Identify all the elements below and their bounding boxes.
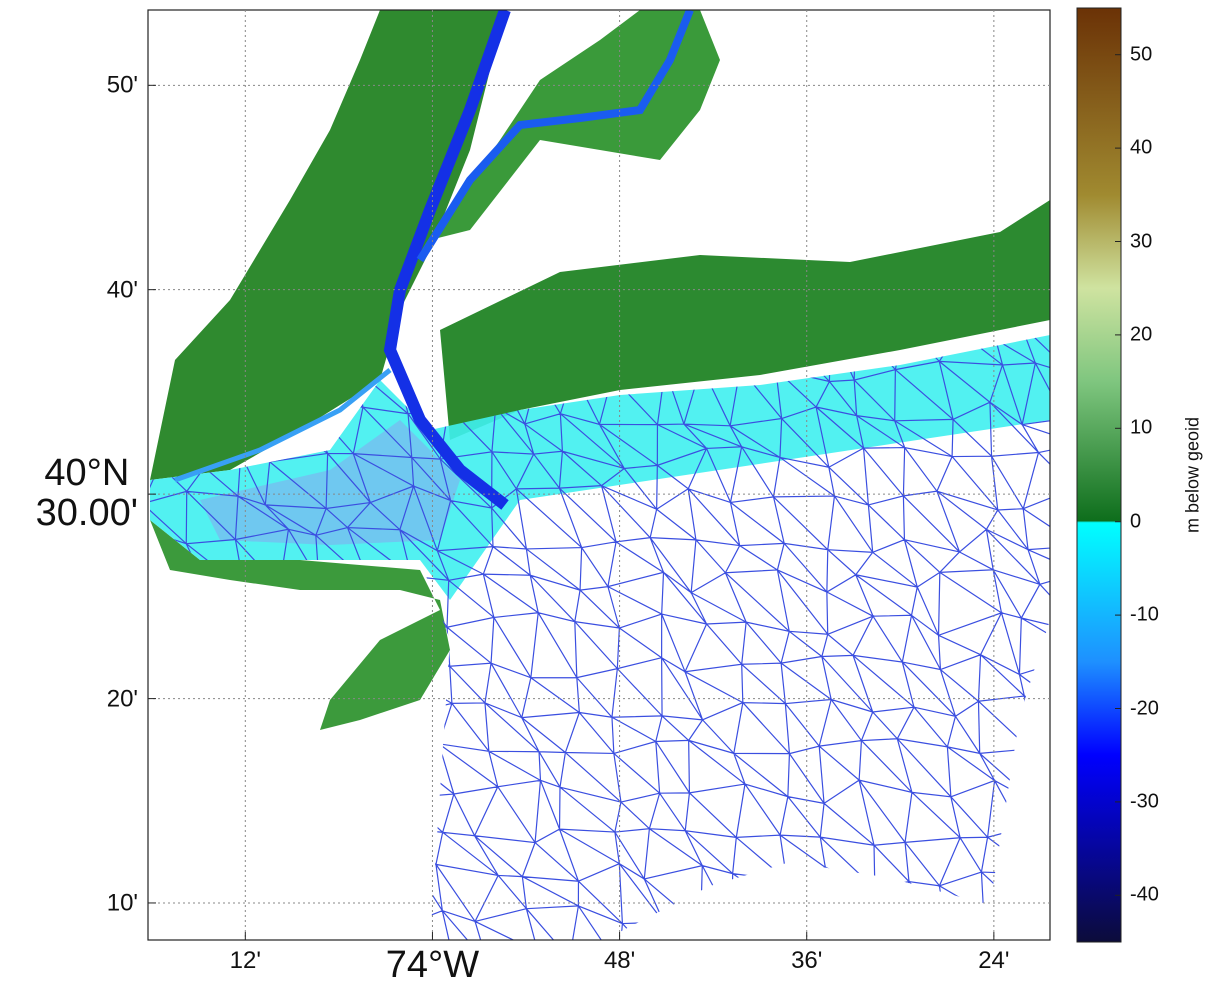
map-figure — [0, 0, 1209, 989]
y-tick-label: 50' — [107, 73, 138, 98]
colorbar-tick-label: -20 — [1130, 698, 1159, 719]
colorbar-tick-label: 50 — [1130, 44, 1152, 65]
y-tick-label: 40°N 30.00' — [36, 454, 138, 534]
colorbar-tick-label: -40 — [1130, 885, 1159, 906]
colorbar-tick-label: -10 — [1130, 605, 1159, 626]
colorbar — [1077, 8, 1121, 942]
y-tick-label: 10' — [107, 890, 138, 915]
colorbar-tick-label: 30 — [1130, 231, 1152, 252]
colorbar-tick-label: 0 — [1130, 511, 1141, 532]
colorbar-label: m below geoid — [1184, 417, 1203, 533]
x-tick-label: 74°W — [386, 946, 479, 986]
colorbar-tick-label: 20 — [1130, 324, 1152, 345]
colorbar-tick-label: -30 — [1130, 791, 1159, 812]
x-tick-label: 12' — [230, 948, 261, 973]
x-tick-label: 48' — [604, 948, 635, 973]
y-tick-label: 40' — [107, 277, 138, 302]
y-tick-label: 20' — [107, 686, 138, 711]
x-tick-label: 36' — [791, 948, 822, 973]
colorbar-tick-label: 40 — [1130, 138, 1152, 159]
page: 12' 74°W 48' 36' 24' 50' 40' 40°N 30.00' 20' 10' 5… — [0, 0, 1209, 989]
colorbar-tick-label: 10 — [1130, 418, 1152, 439]
x-tick-label: 24' — [978, 948, 1009, 973]
map-area — [137, 10, 1127, 989]
